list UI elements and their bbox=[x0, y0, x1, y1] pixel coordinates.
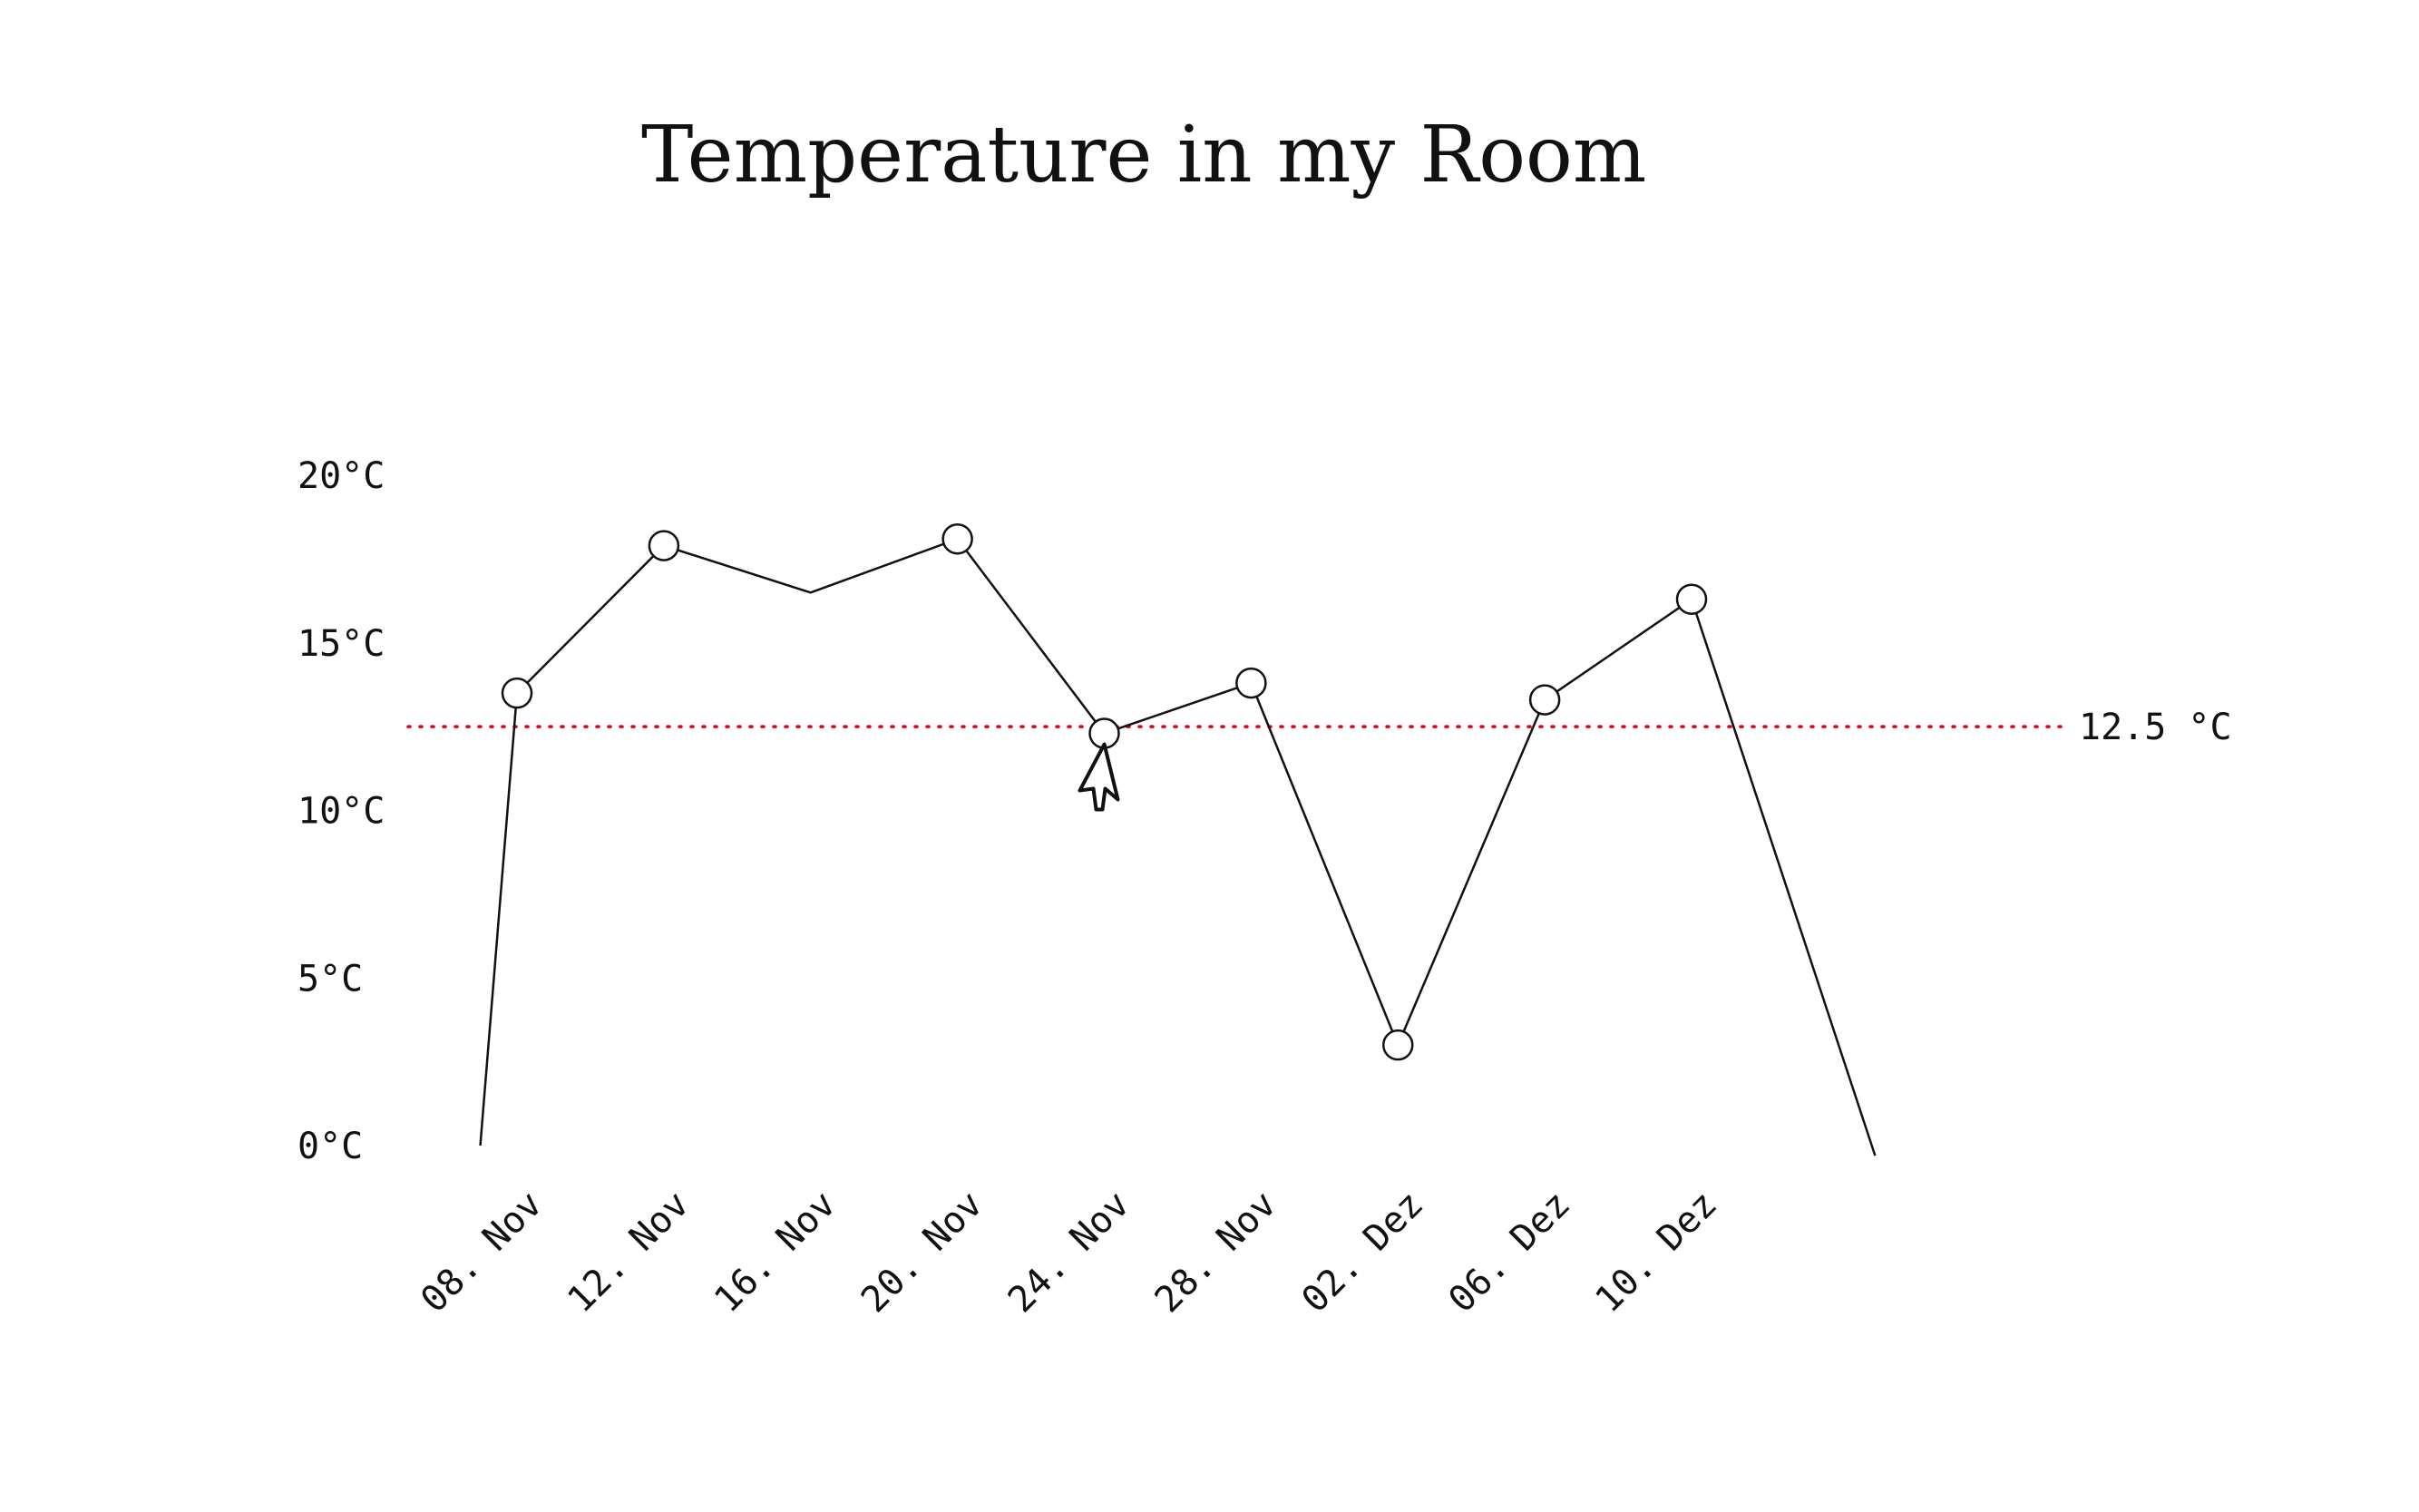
x-tick-label: 20. Nov bbox=[853, 1184, 991, 1322]
data-point[interactable] bbox=[941, 522, 973, 555]
reference-line-label: 12.5 °C bbox=[2079, 707, 2232, 748]
data-point[interactable] bbox=[1382, 1029, 1414, 1061]
x-tick-label: 08. Nov bbox=[413, 1184, 551, 1322]
series-temperature bbox=[479, 522, 1877, 1156]
x-tick-label: 28. Nov bbox=[1147, 1184, 1285, 1322]
mouse-pointer-shape bbox=[1078, 742, 1120, 812]
reference-line-group: 12.5 °C bbox=[406, 707, 2232, 748]
x-tick-label: 02. Dez bbox=[1294, 1184, 1432, 1322]
y-tick-label: 0°C bbox=[297, 1126, 363, 1167]
mouse-pointer-icon bbox=[1078, 742, 1120, 812]
x-tick-label: 10. Dez bbox=[1587, 1184, 1725, 1322]
y-tick-label: 20°C bbox=[297, 455, 385, 497]
data-point[interactable] bbox=[1675, 583, 1708, 615]
x-tick-label: 12. Nov bbox=[560, 1184, 697, 1322]
x-tick-label: 16. Nov bbox=[707, 1184, 844, 1322]
y-tick-label: 15°C bbox=[297, 623, 385, 665]
data-point[interactable] bbox=[1528, 684, 1561, 716]
data-point[interactable] bbox=[648, 530, 680, 561]
data-point[interactable] bbox=[501, 677, 533, 709]
data-point[interactable] bbox=[1235, 667, 1267, 699]
y-tick-label: 5°C bbox=[297, 958, 363, 1000]
x-axis-ticks: 08. Nov 12. Nov 16. Nov 20. Nov 24. Nov 28. N… bbox=[413, 1184, 1725, 1322]
x-tick-label: 24. Nov bbox=[1000, 1184, 1138, 1322]
y-tick-label: 10°C bbox=[297, 791, 385, 833]
y-axis-ticks: 0°C 5°C 10°C 15°C 20°C bbox=[297, 455, 385, 1167]
chart-title: Temperature in my Room bbox=[641, 110, 1646, 200]
x-tick-label: 06. Dez bbox=[1440, 1184, 1578, 1322]
series-line bbox=[479, 537, 1877, 1156]
